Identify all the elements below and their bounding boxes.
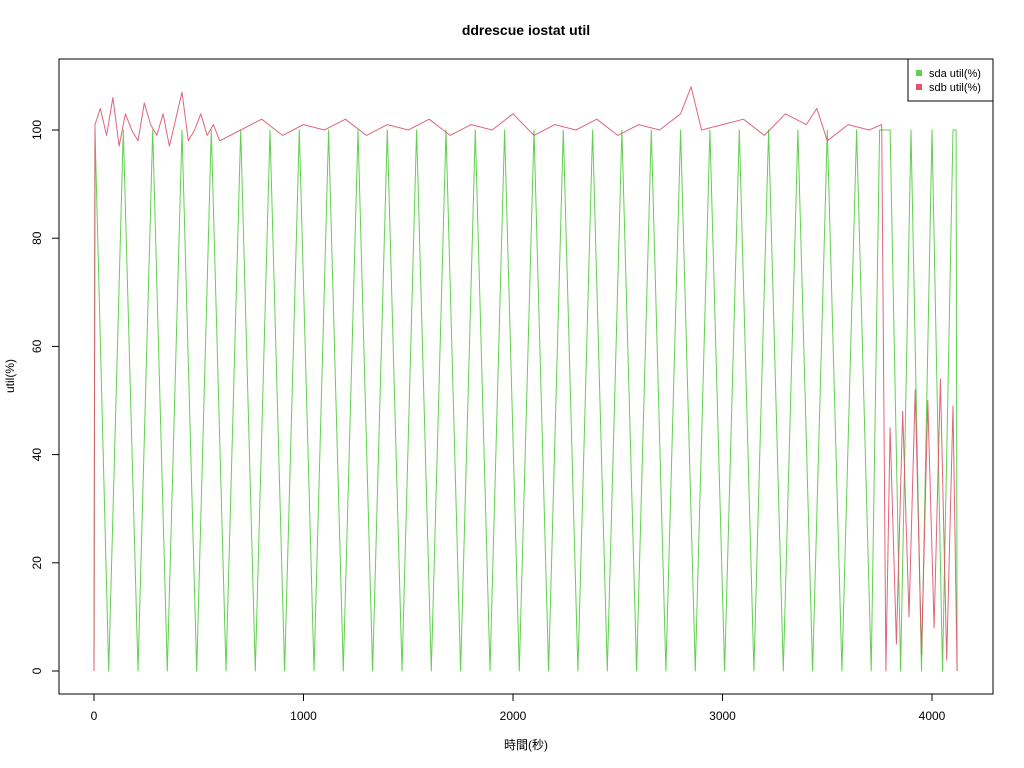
y-tick-label: 40 bbox=[30, 448, 44, 462]
y-tick-label: 0 bbox=[30, 667, 44, 674]
x-tick-label: 0 bbox=[91, 709, 98, 723]
y-axis: 0 20 40 60 80 100 bbox=[30, 120, 60, 674]
x-tick-label: 3000 bbox=[709, 709, 736, 723]
y-tick-label: 80 bbox=[30, 231, 44, 245]
chart-title: ddrescue iostat util bbox=[462, 22, 590, 38]
y-tick-label: 60 bbox=[30, 339, 44, 353]
legend-box bbox=[907, 58, 994, 102]
x-tick-label: 1000 bbox=[290, 709, 317, 723]
series-line-sda bbox=[93, 129, 958, 672]
legend-label-sdb: sdb util(%) bbox=[929, 82, 981, 94]
y-tick-label: 100 bbox=[30, 120, 44, 140]
y-axis-label: util(%) bbox=[3, 359, 17, 393]
legend-label-sda: sda util(%) bbox=[929, 68, 981, 80]
legend-swatch-sda bbox=[916, 70, 922, 76]
series-layer bbox=[93, 86, 958, 672]
x-axis: 0 1000 2000 3000 4000 bbox=[91, 693, 946, 723]
x-tick-label: 4000 bbox=[919, 709, 946, 723]
x-tick-label: 2000 bbox=[500, 709, 527, 723]
legend: sda util(%) sdb util(%) bbox=[907, 58, 994, 102]
y-tick-label: 20 bbox=[30, 556, 44, 570]
series-line-sdb bbox=[93, 86, 958, 672]
legend-swatch-sdb bbox=[916, 84, 922, 90]
x-axis-label: 時間(秒) bbox=[504, 738, 548, 752]
